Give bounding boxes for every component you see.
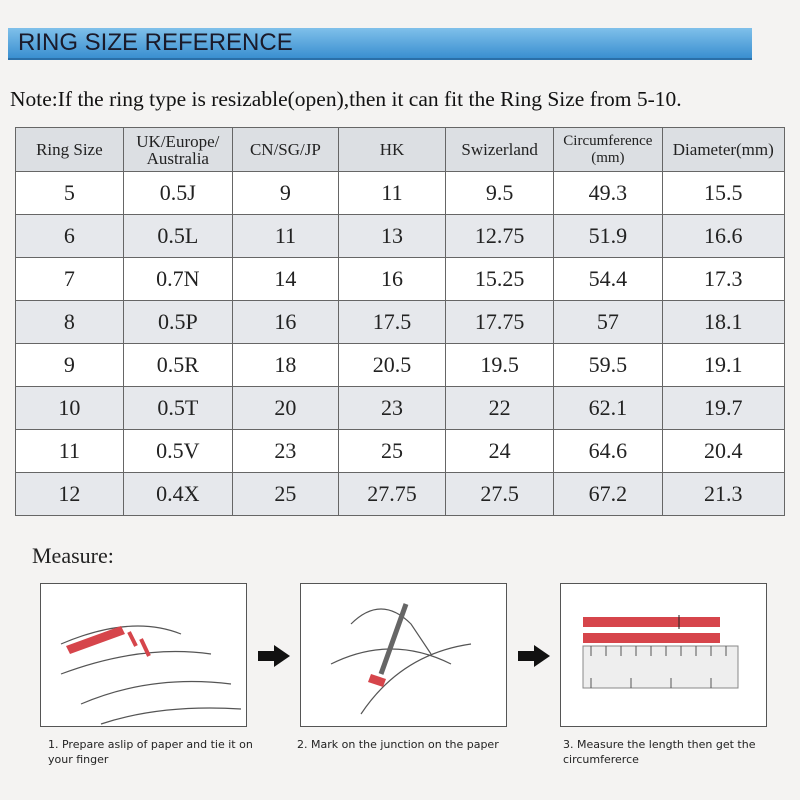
step-image (40, 583, 247, 727)
step-image (300, 583, 507, 727)
table-cell: 19.5 (445, 343, 555, 387)
table-cell: 64.6 (553, 429, 663, 473)
column-header: HK (337, 127, 447, 172)
table-cell: 16 (231, 300, 339, 344)
step-caption: 2. Mark on the junction on the paper (297, 738, 499, 751)
table-cell: 18 (231, 343, 339, 387)
table-cell: 20.5 (337, 343, 447, 387)
table-cell: 25 (231, 472, 339, 516)
table-cell: 13 (337, 214, 447, 258)
table-cell: 0.4X (122, 472, 233, 516)
table-cell: 9 (231, 171, 339, 215)
header-row: Ring Size UK/Europe/ Australia CN/SG/JP HK S… (15, 127, 786, 172)
table-row: 12 0.4X 25 27.75 27.5 67.2 21.3 (15, 472, 786, 516)
title-bar: RING SIZE REFERENCE (8, 28, 752, 60)
table-cell: 20 (231, 386, 339, 430)
table-cell: 19.7 (661, 386, 786, 430)
table-cell: 27.75 (337, 472, 447, 516)
table-row: 9 0.5R 18 20.5 19.5 59.5 19.1 (15, 343, 786, 387)
table-cell: 67.2 (553, 472, 663, 516)
column-header: Swizerland (445, 127, 555, 172)
table-cell: 16 (337, 257, 447, 301)
step-caption: 1. Prepare aslip of paper and tie it on … (48, 738, 253, 766)
table-cell: 24 (445, 429, 555, 473)
table-cell: 23 (337, 386, 447, 430)
table-cell: 54.4 (553, 257, 663, 301)
step-caption: 3. Measure the length then get the circu… (563, 738, 756, 766)
table-cell: 27.5 (445, 472, 555, 516)
table-cell: 23 (231, 429, 339, 473)
table-cell: 8 (15, 300, 124, 344)
table-cell: 49.3 (553, 171, 663, 215)
illustration (60, 625, 242, 725)
illustration (582, 615, 739, 689)
table-cell: 12 (15, 472, 124, 516)
table-cell: 0.5V (122, 429, 233, 473)
table-cell: 11 (337, 171, 447, 215)
table-cell: 20.4 (661, 429, 786, 473)
table-cell: 21.3 (661, 472, 786, 516)
table-cell: 51.9 (553, 214, 663, 258)
table-cell: 14 (231, 257, 339, 301)
table-row: 7 0.7N 14 16 15.25 54.4 17.3 (15, 257, 786, 301)
measure-title: Measure: (32, 543, 114, 568)
title: RING SIZE REFERENCE (18, 29, 293, 56)
table-cell: 0.5R (122, 343, 233, 387)
table-cell: 0.7N (122, 257, 233, 301)
table-cell: 9.5 (445, 171, 555, 215)
table-cell: 0.5P (122, 300, 233, 344)
table-cell: 15.25 (445, 257, 555, 301)
table-cell: 0.5T (122, 386, 233, 430)
column-header: Ring Size (15, 127, 124, 172)
table-cell: 62.1 (553, 386, 663, 430)
table-cell: 7 (15, 257, 124, 301)
note: Note:If the ring type is resizable(open)… (10, 87, 682, 111)
table-cell: 17.75 (445, 300, 555, 344)
table-cell: 22 (445, 386, 555, 430)
table-cell: 59.5 (553, 343, 663, 387)
table-cell: 11 (15, 429, 124, 473)
table-cell: 19.1 (661, 343, 786, 387)
table-cell: 57 (553, 300, 663, 344)
column-header: Diameter(mm) (661, 127, 786, 172)
table-cell: 9 (15, 343, 124, 387)
step-image (560, 583, 767, 727)
table-row: 8 0.5P 16 17.5 17.75 57 18.1 (15, 300, 786, 344)
table-cell: 17.3 (661, 257, 786, 301)
table-cell: 10 (15, 386, 124, 430)
table-row: 11 0.5V 23 25 24 64.6 20.4 (15, 429, 786, 473)
table-cell: 6 (15, 214, 124, 258)
table-row: 10 0.5T 20 23 22 62.1 19.7 (15, 386, 786, 430)
column-header: CN/SG/JP (231, 127, 339, 172)
table-cell: 16.6 (661, 214, 786, 258)
table-row: 5 0.5J 9 11 9.5 49.3 15.5 (15, 171, 786, 215)
illustration (330, 603, 472, 715)
table-cell: 0.5J (122, 171, 233, 215)
table-cell: 15.5 (661, 171, 786, 215)
arrow (518, 645, 550, 667)
table-cell: 12.75 (445, 214, 555, 258)
table-cell: 5 (15, 171, 124, 215)
table-cell: 0.5L (122, 214, 233, 258)
table-cell: 25 (337, 429, 447, 473)
table-row: 6 0.5L 11 13 12.75 51.9 16.6 (15, 214, 786, 258)
size-table: Ring Size UK/Europe/ Australia CN/SG/JP HK S… (15, 127, 786, 516)
table-cell: 11 (231, 214, 339, 258)
table-cell: 18.1 (661, 300, 786, 344)
column-header: Circumference (mm) (553, 127, 663, 172)
table-cell: 17.5 (337, 300, 447, 344)
arrow (258, 645, 290, 667)
column-header: UK/Europe/ Australia (122, 127, 233, 172)
